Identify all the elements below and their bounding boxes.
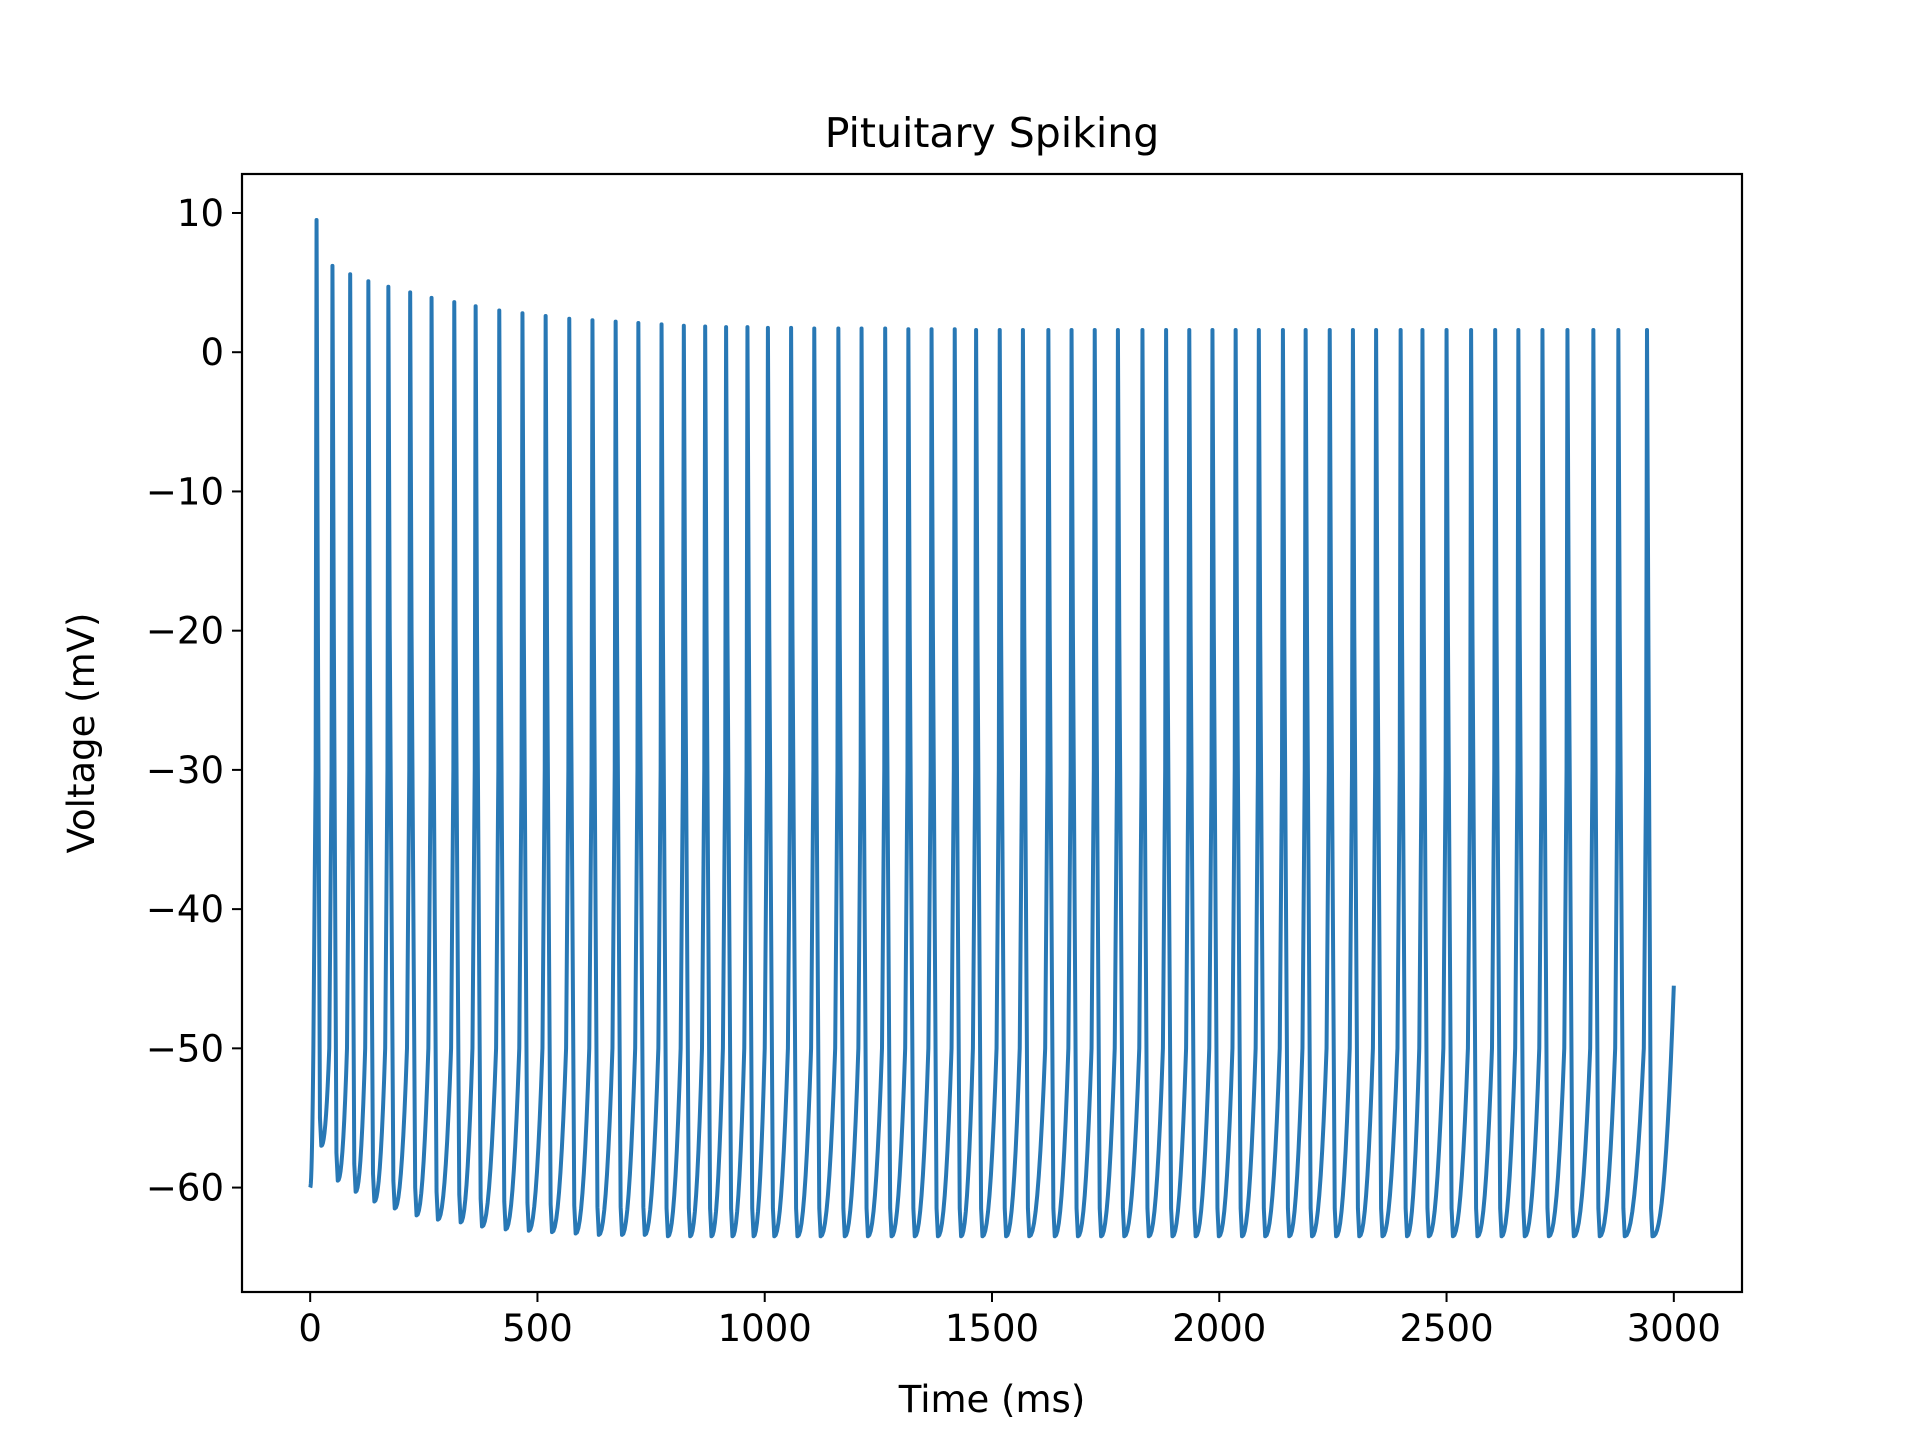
x-tick-label: 1000	[718, 1307, 812, 1350]
x-tick-label: 3000	[1627, 1307, 1721, 1350]
y-tick-label: −40	[146, 888, 224, 931]
x-tick-label: 1500	[945, 1307, 1039, 1350]
plot-area	[308, 217, 1676, 1239]
voltage-series-line	[308, 217, 1676, 1239]
y-tick-label: −50	[146, 1027, 224, 1070]
x-tick-label: 2500	[1399, 1307, 1493, 1350]
x-tick-label: 500	[502, 1307, 573, 1350]
chart-title: Pituitary Spiking	[825, 109, 1160, 157]
y-tick-label: −20	[146, 610, 224, 653]
x-axis-ticks: 0 500 1000 1500 2000 2500 3000	[298, 1292, 1721, 1350]
x-tick-label: 0	[298, 1307, 322, 1350]
y-axis-label: Voltage (mV)	[60, 613, 103, 854]
y-tick-label: −30	[146, 749, 224, 792]
y-tick-label: 10	[177, 192, 224, 235]
y-tick-label: −10	[146, 470, 224, 513]
y-tick-label: −60	[146, 1167, 224, 1210]
x-tick-label: 2000	[1172, 1307, 1266, 1350]
x-axis-label: Time (ms)	[898, 1378, 1086, 1421]
y-tick-label: 0	[200, 331, 224, 374]
y-axis-ticks: 10 0 −10 −20 −30 −40 −50 −60	[146, 192, 242, 1210]
